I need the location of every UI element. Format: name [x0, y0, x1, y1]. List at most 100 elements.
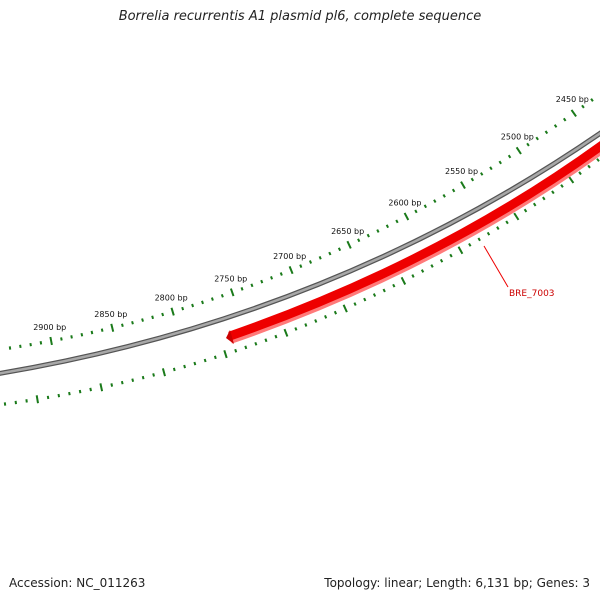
outer-minor-tick: [131, 320, 134, 325]
inner-minor-tick: [578, 171, 582, 176]
outer-minor-tick: [581, 104, 585, 109]
inner-minor-tick: [439, 258, 444, 263]
accession-label: Accession: NC_011263: [9, 576, 146, 590]
outer-minor-tick: [210, 297, 214, 301]
inner-major-tick: [223, 349, 228, 359]
topology-summary: Topology: linear; Length: 6,131 bp; Gene…: [324, 576, 590, 590]
inner-minor-tick: [78, 389, 82, 394]
outer-minor-tick: [376, 229, 380, 233]
inner-minor-tick: [532, 202, 537, 207]
outer-major-tick: [403, 212, 410, 221]
inner-minor-tick: [120, 380, 124, 385]
outer-minor-tick: [279, 272, 283, 276]
inner-major-tick: [400, 276, 407, 285]
inner-minor-tick: [372, 293, 377, 297]
outer-major-tick: [229, 288, 235, 297]
outer-major-tick: [110, 323, 115, 332]
inner-minor-tick: [560, 184, 564, 188]
outer-major-tick: [570, 109, 577, 117]
outer-minor-tick: [433, 199, 437, 203]
inner-minor-tick: [523, 208, 528, 213]
inner-minor-tick: [333, 310, 338, 315]
outer-minor-tick: [489, 166, 493, 171]
inner-minor-tick: [382, 288, 386, 293]
inner-minor-tick: [420, 269, 425, 273]
outer-minor-tick: [90, 330, 94, 335]
inner-minor-tick: [152, 373, 155, 377]
outer-minor-tick: [299, 264, 303, 268]
outer-minor-tick: [80, 332, 84, 337]
outer-minor-tick: [395, 219, 399, 224]
inner-minor-tick: [587, 164, 591, 169]
gene-arrow-BRE_7003[interactable]: [228, 141, 600, 341]
tick-label: 2550 bp: [445, 167, 478, 176]
inner-minor-tick: [294, 327, 298, 331]
inner-minor-tick: [213, 355, 217, 360]
outer-tick-ring: [8, 98, 594, 350]
outer-minor-tick: [260, 279, 264, 284]
outer-minor-tick: [308, 260, 313, 264]
outer-minor-tick: [470, 177, 475, 182]
inner-minor-tick: [264, 338, 268, 343]
tick-label: 2600 bp: [388, 198, 421, 207]
inner-minor-tick: [486, 231, 491, 236]
outer-minor-tick: [498, 160, 502, 165]
outer-minor-tick: [480, 172, 484, 176]
inner-major-tick: [35, 395, 39, 404]
outer-minor-tick: [366, 233, 370, 238]
inner-minor-tick: [304, 323, 308, 327]
outer-minor-tick: [151, 315, 154, 320]
inner-minor-tick: [430, 264, 434, 268]
outer-major-tick: [170, 307, 175, 316]
tick-label: 2750 bp: [214, 274, 247, 283]
gene-label-leader: [483, 245, 509, 288]
outer-minor-tick: [141, 318, 144, 322]
inner-minor-tick: [324, 315, 328, 319]
inner-minor-tick: [89, 387, 92, 392]
outer-major-tick: [288, 266, 294, 275]
inner-minor-tick: [172, 367, 176, 372]
inner-minor-tick: [141, 375, 145, 380]
outer-major-tick: [346, 240, 352, 249]
inner-minor-tick: [505, 220, 509, 225]
outer-major-tick: [460, 181, 466, 190]
inner-minor-tick: [353, 302, 357, 306]
outer-minor-tick: [544, 130, 549, 135]
tick-label: 2700 bp: [273, 252, 306, 261]
inner-minor-tick: [193, 361, 197, 366]
outer-minor-tick: [121, 323, 124, 328]
gene-label-BRE_7003[interactable]: BRE_7003: [509, 289, 555, 299]
inner-minor-tick: [542, 196, 546, 201]
inner-major-tick: [99, 383, 104, 392]
inner-minor-tick: [411, 274, 415, 278]
inner-minor-tick: [363, 297, 367, 302]
inner-major-tick: [457, 246, 464, 255]
inner-tick-ring: [3, 158, 600, 406]
inner-minor-tick: [496, 226, 500, 231]
inner-minor-tick: [203, 358, 207, 363]
outer-minor-tick: [414, 209, 418, 214]
inner-minor-tick: [57, 393, 61, 398]
outer-minor-tick: [442, 194, 446, 198]
tick-label: 2800 bp: [155, 294, 188, 303]
tick-label: 2500 bp: [501, 133, 534, 142]
inner-minor-tick: [392, 283, 396, 288]
outer-minor-tick: [535, 136, 539, 141]
outer-minor-tick: [562, 117, 567, 122]
inner-minor-tick: [234, 348, 238, 353]
inner-minor-tick: [110, 383, 114, 387]
outer-minor-tick: [201, 300, 204, 305]
outer-minor-tick: [70, 335, 73, 339]
inner-minor-tick: [314, 319, 318, 323]
inner-major-tick: [161, 368, 166, 377]
inner-minor-tick: [244, 345, 248, 350]
outer-minor-tick: [318, 256, 322, 260]
inner-major-tick: [342, 304, 348, 313]
inner-minor-tick: [551, 190, 555, 195]
inner-major-tick: [567, 175, 575, 184]
outer-minor-tick: [39, 341, 43, 345]
outer-major-tick: [49, 336, 53, 346]
outer-minor-tick: [590, 98, 594, 102]
outer-minor-tick: [19, 344, 22, 349]
